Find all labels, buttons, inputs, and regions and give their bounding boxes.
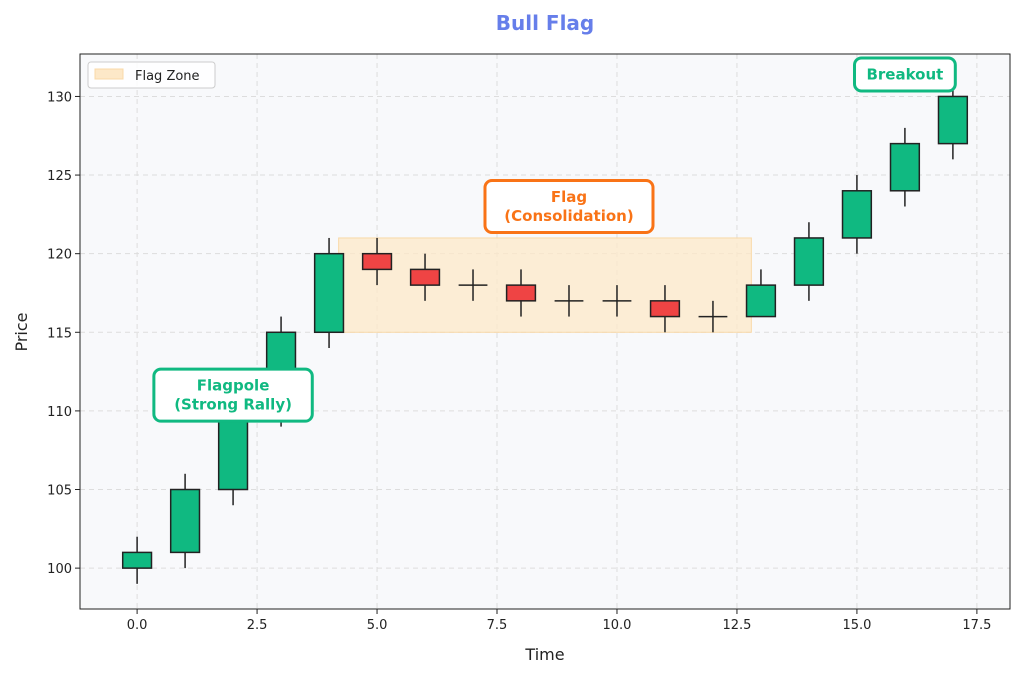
annotation: Flag(Consolidation) [483,179,655,235]
candle-up [841,190,873,239]
annotation-box [152,367,314,423]
annotation-box [853,56,957,93]
annotation-text: Flag [551,188,587,206]
legend-label: Flag Zone [135,69,200,84]
plot-frame [79,53,1011,610]
annotation-text: (Consolidation) [504,207,633,225]
candle-down [649,300,681,318]
candle-down [505,284,537,302]
y-tick-label: 105 [47,484,72,499]
candle-up [745,284,777,318]
chart-title: Bull Flag [496,11,595,35]
x-tick-label: 5.0 [367,618,388,633]
x-tick-label: 7.5 [487,618,508,633]
x-axis-label: Time [524,645,564,664]
annotation-text: Breakout [866,65,943,83]
candle-up [121,551,153,569]
y-axis-label: Price [12,312,31,351]
y-tick-label: 115 [47,326,72,341]
flag-zone [338,237,752,333]
candle-up [217,410,249,491]
candle-up [937,95,969,145]
candle-down [361,252,393,271]
candle-up [793,237,825,286]
candle-up [889,142,921,192]
x-tick-label: 15.0 [842,618,871,633]
x-tick-label: 12.5 [722,618,751,633]
annotation-text: (Strong Rally) [174,396,292,414]
candle-up [169,488,201,554]
candle-up [313,252,345,334]
legend: Flag Zone [87,61,216,89]
x-tick-label: 2.5 [247,618,268,633]
annotation: Breakout [853,56,957,93]
y-tick-label: 130 [47,90,72,105]
y-tick-label: 100 [47,562,72,577]
annotation: Flagpole(Strong Rally) [152,367,314,423]
annotation-text: Flagpole [197,377,270,395]
legend-swatch [94,68,124,80]
y-tick-label: 120 [47,248,72,263]
annotation-box [483,179,655,235]
y-tick-label: 125 [47,169,72,184]
x-tick-label: 10.0 [603,618,632,633]
x-tick-label: 0.0 [127,618,148,633]
y-tick-label: 110 [47,405,72,420]
x-tick-label: 17.5 [962,618,991,633]
candle-down [409,268,441,286]
